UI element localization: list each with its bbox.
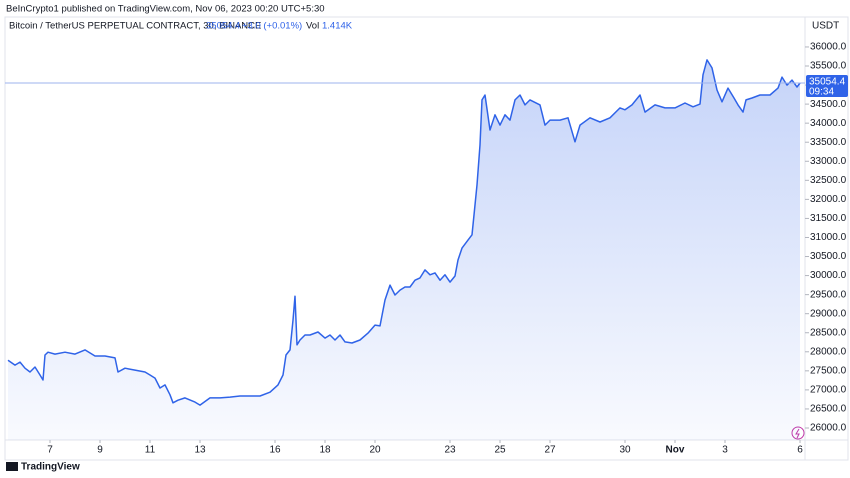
x-tick-label: 11 [145, 445, 156, 456]
area-fill [8, 59, 800, 441]
symbol: Bitcoin / TetherUS PERPETUAL CONTRACT, 3… [9, 21, 261, 32]
y-tick-label: 33500.0 [810, 137, 847, 148]
y-tick-label: 29500.0 [810, 289, 847, 300]
x-tick-label: Nov [666, 445, 685, 456]
x-tick-label: 25 [494, 445, 506, 456]
x-tick-label: 30 [619, 445, 631, 456]
y-tick-label: 36000.0 [810, 42, 847, 53]
logo [6, 462, 18, 471]
y-tick-label: 31000.0 [810, 232, 847, 243]
frame [4, 16, 849, 461]
y-tick-label: 35500.0 [810, 61, 847, 72]
last-price-box [806, 74, 848, 97]
x-tick-label: 13 [194, 445, 206, 456]
x-tick-label: 20 [369, 445, 381, 456]
x-tick-label: 7 [47, 445, 53, 456]
y-tick-label: 34000.0 [810, 118, 847, 129]
y-tick-label: 34500.0 [810, 99, 847, 110]
x-tick-label: 27 [544, 445, 556, 456]
last-price: 35054.4 [206, 21, 240, 32]
published-note: BeInCrypto1 published on TradingView.com… [6, 4, 325, 15]
y-tick-label: 26000.0 [810, 423, 847, 434]
y-tick-label: 29000.0 [810, 308, 847, 319]
last-price-label: 35054.4 [809, 77, 846, 88]
x-tick-label: 3 [722, 445, 728, 456]
y-tick-label: 31500.0 [810, 213, 847, 224]
volume-label: Vol [306, 21, 319, 32]
y-tick-label: 26500.0 [810, 404, 847, 415]
y-unit: USDT [812, 21, 839, 32]
x-tick-label: 6 [797, 445, 803, 456]
y-tick-label: 28000.0 [810, 346, 847, 357]
y-tick-label: 30500.0 [810, 251, 847, 262]
x-tick-label: 18 [319, 445, 331, 456]
y-tick-label: 28500.0 [810, 327, 847, 338]
x-tick-label: 9 [97, 445, 103, 456]
price-line [7, 59, 801, 406]
y-tick-label: 30000.0 [810, 270, 847, 281]
x-tick-label: 16 [269, 445, 281, 456]
y-tick-label: 32500.0 [810, 175, 847, 186]
change: +3.0 (+0.01%) [242, 21, 302, 32]
y-tick-label: 27500.0 [810, 365, 847, 376]
x-tick-label: 23 [444, 445, 456, 456]
y-tick-label: 33000.0 [810, 156, 847, 167]
countdown: 09:34 [809, 87, 834, 98]
y-tick-label: 32000.0 [810, 194, 847, 205]
volume: 1.414K [322, 21, 353, 32]
y-tick-label: 27000.0 [810, 385, 847, 396]
brand: TradingView [21, 462, 80, 473]
